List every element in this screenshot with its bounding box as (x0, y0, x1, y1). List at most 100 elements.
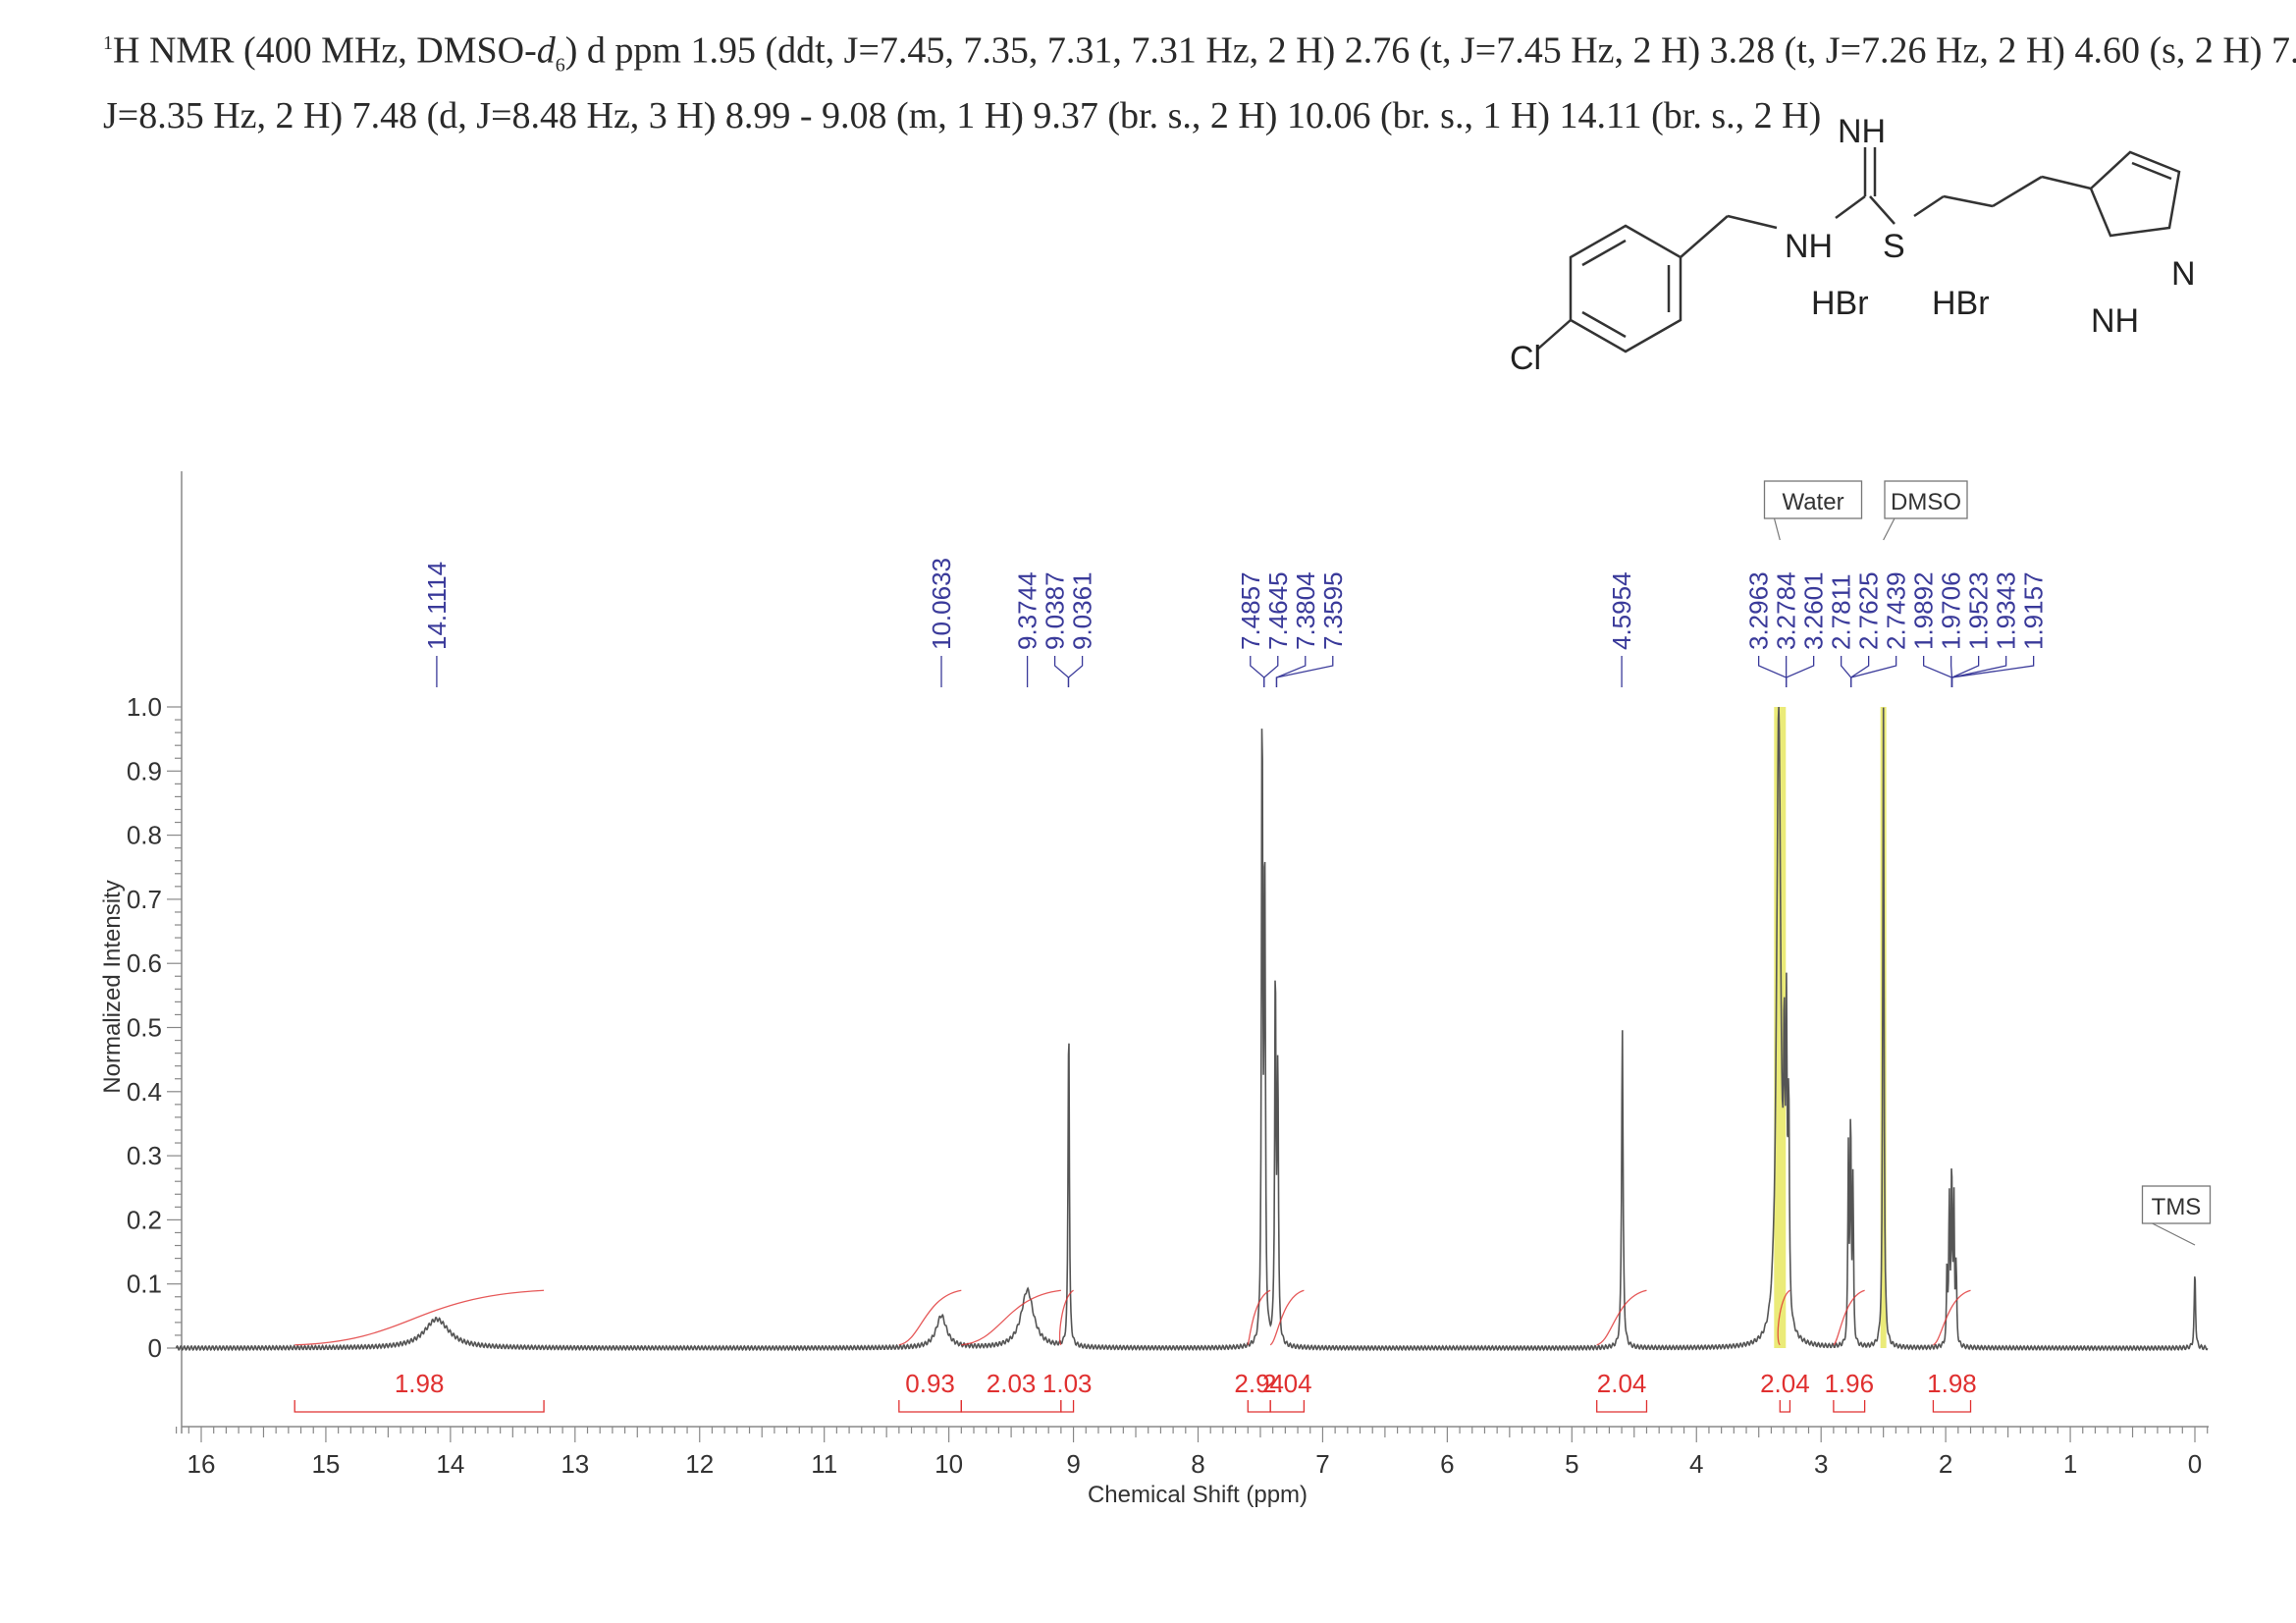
peak-label-leader (1850, 656, 1897, 687)
spectrum-line (175, 706, 2209, 1352)
y-tick-label: 0.1 (127, 1270, 162, 1299)
solvent-d: d (536, 29, 556, 72)
water-tag-box (1763, 480, 1863, 519)
solvent-band (1880, 707, 1887, 1348)
peak-label-leader (1275, 656, 1334, 687)
integral-curve (961, 1289, 1061, 1346)
peak-label: 9.0361 (1068, 571, 1097, 650)
peak-label: 7.4645 (1263, 571, 1293, 650)
integral-bracket (1596, 1400, 1648, 1413)
peak-label-leader (1923, 656, 1953, 687)
solvent-sub: 6 (555, 54, 565, 77)
x-tick-label: 10 (934, 1449, 963, 1479)
peak-label: 7.3804 (1291, 571, 1320, 650)
integral-curve (1247, 1289, 1271, 1345)
integral-bracket (1833, 1400, 1866, 1413)
x-tick-label: 7 (1315, 1449, 1329, 1479)
integral-curve (1933, 1289, 1971, 1346)
integral-bracket (1060, 1400, 1075, 1413)
peak-label-leader (1786, 656, 1815, 687)
x-tick-label: 11 (811, 1449, 837, 1479)
y-tick-label: 0.9 (127, 756, 162, 785)
nucleus-mass: 1 (103, 32, 113, 54)
integral-value: 1.96 (1824, 1369, 1874, 1398)
molecule-label: NH (2091, 302, 2139, 340)
header-line-2: J=8.35 Hz, 2 H) 7.48 (d, J=8.48 Hz, 3 H)… (103, 95, 1822, 137)
y-axis-label: Normalized Intensity (99, 880, 126, 1093)
header-line-1: 1H NMR (400 MHz, DMSO-d6) d ppm 1.95 (dd… (103, 18, 2296, 90)
y-tick-label: 0.7 (127, 885, 162, 914)
integral-value: 2.04 (1262, 1369, 1312, 1398)
molecule-label: NH (1785, 228, 1833, 265)
peak-label: 3.2963 (1744, 571, 1774, 650)
integral-value: 1.03 (1042, 1369, 1093, 1398)
peak-label-leader (1250, 656, 1265, 687)
integral-value: 2.04 (1597, 1369, 1647, 1398)
x-tick-label: 5 (1565, 1449, 1578, 1479)
peak-label-leader (1053, 656, 1070, 687)
x-tick-label: 16 (187, 1449, 216, 1479)
tms-tag-box (2141, 1185, 2212, 1224)
y-tick-label: 0 (148, 1333, 162, 1363)
peak-label: 1.9157 (2019, 571, 2049, 650)
y-tick-label: 1.0 (127, 692, 162, 722)
benzene-ring (1569, 224, 1682, 353)
x-tick-label: 6 (1440, 1449, 1454, 1479)
dmso-tag-pointer (1883, 517, 1896, 541)
integral-bracket (960, 1400, 1062, 1413)
peak-label: 2.7439 (1882, 571, 1911, 650)
peak-label: 3.2784 (1772, 571, 1801, 650)
integral-bracket (898, 1400, 962, 1413)
x-tick-label: 13 (561, 1449, 589, 1479)
peak-label-leader (1067, 656, 1084, 687)
peak-label: 2.7811 (1827, 573, 1856, 650)
tms-tag-label: TMS (2152, 1194, 2202, 1220)
x-tick-label: 3 (1814, 1449, 1828, 1479)
spectrum-header: 1H NMR (400 MHz, DMSO-d6) d ppm 1.95 (dd… (103, 18, 2296, 141)
integral-bracket (1247, 1400, 1271, 1413)
integral-bracket (294, 1400, 545, 1413)
imidazole-ring (2089, 150, 2181, 238)
peak-label: 9.3744 (1013, 571, 1042, 650)
integral-bracket (1779, 1400, 1791, 1413)
molecule-label: Cl (1510, 340, 1541, 377)
x-tick-label: 2 (1939, 1449, 1952, 1479)
integral-value: 2.03 (987, 1369, 1037, 1398)
integral-value: 1.98 (395, 1369, 445, 1398)
x-tick-label: 14 (436, 1449, 464, 1479)
peak-label: 9.0387 (1041, 571, 1070, 650)
y-tick-label: 0.6 (127, 948, 162, 978)
x-tick-label: 0 (2188, 1449, 2202, 1479)
x-tick-label: 15 (311, 1449, 340, 1479)
x-axis-label: Chemical Shift (ppm) (1088, 1482, 1308, 1508)
peak-label-leader (1841, 656, 1852, 687)
water-tag-label: Water (1782, 489, 1843, 515)
integral-bracket (1932, 1400, 1972, 1413)
integral-value: 2.04 (1760, 1369, 1810, 1398)
integral-curve (294, 1289, 545, 1346)
peak-label: 1.9523 (1964, 571, 1994, 650)
peak-label: 7.3595 (1318, 571, 1348, 650)
molecule-label: HBr (1932, 285, 1990, 322)
integral-value: 1.98 (1927, 1369, 1977, 1398)
integral-curve (1596, 1289, 1647, 1346)
y-tick-label: 0.8 (127, 821, 162, 850)
x-tick-label: 4 (1689, 1449, 1703, 1479)
peak-label: 14.1114 (422, 562, 452, 650)
peak-label-leader (1758, 656, 1788, 687)
x-tick-label: 1 (2063, 1449, 2077, 1479)
integral-curve (898, 1289, 962, 1346)
tms-tag-pointer (2152, 1222, 2196, 1246)
integral-bracket (1269, 1400, 1306, 1413)
x-tick-label: 8 (1191, 1449, 1204, 1479)
dmso-tag-box (1884, 480, 1968, 519)
y-tick-label: 0.5 (127, 1013, 162, 1043)
integral-curve (1058, 1289, 1074, 1346)
integral-curve (1833, 1289, 1865, 1346)
header-prefix: H NMR (400 MHz, DMSO- (113, 29, 537, 72)
integral-value: 0.93 (905, 1369, 955, 1398)
peak-label: 3.2601 (1799, 571, 1829, 650)
peak-label: 10.0633 (927, 558, 956, 650)
peak-label-leader (1275, 656, 1307, 687)
